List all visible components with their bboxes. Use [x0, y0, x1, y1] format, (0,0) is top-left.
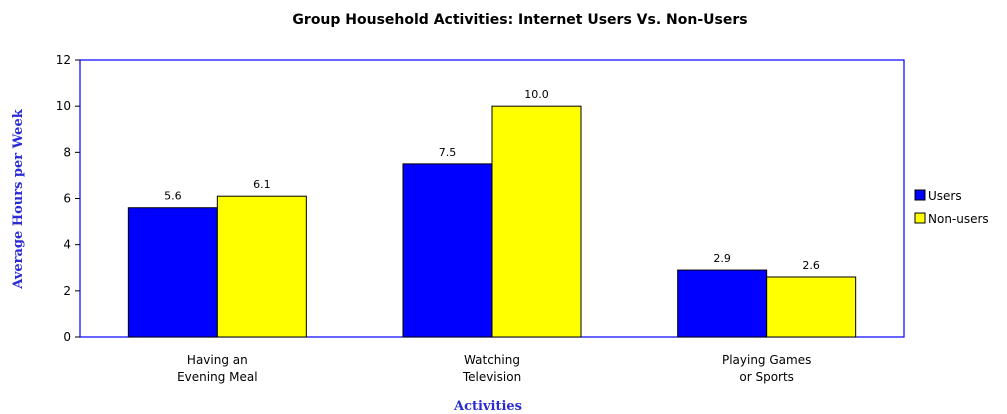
x-axis: Having an Evening Meal Watching Television P…	[177, 353, 811, 384]
x-tick-label: Television	[462, 370, 521, 384]
y-tick-label: 10	[56, 99, 71, 113]
chart-title: Group Household Activities: Internet Use…	[292, 12, 747, 28]
x-tick-label: or Sports	[739, 370, 794, 384]
bar-non-users-1	[491, 105, 582, 338]
y-tick-label: 2	[63, 284, 71, 298]
bar-value-label: 2.9	[713, 252, 731, 265]
x-tick-label: Watching	[464, 353, 520, 367]
bar-value-label: 7.5	[439, 146, 457, 159]
bar-users-2	[677, 269, 768, 338]
x-tick-label: Playing Games	[722, 353, 811, 367]
legend-swatch-users	[914, 189, 926, 201]
bar-users-1	[402, 163, 493, 338]
y-axis: 0 2 4 6 8 10 12	[56, 53, 80, 344]
bar-value-label: 5.6	[164, 190, 182, 203]
y-tick-label: 0	[63, 330, 71, 344]
y-tick-label: 6	[63, 192, 71, 206]
legend-label-non-users: Non-users	[928, 212, 989, 226]
bar-labels: 5.6 6.1 7.5 10.0 2.9 2.6	[164, 88, 820, 272]
y-tick-label: 4	[63, 238, 71, 252]
bar-value-label: 2.6	[802, 259, 820, 272]
bar-value-label: 10.0	[524, 88, 549, 101]
legend: Users Non-users	[914, 189, 989, 226]
bar-non-users-0	[216, 195, 307, 338]
y-tick-label: 8	[63, 145, 71, 159]
bar-value-label: 6.1	[253, 178, 271, 191]
bar-users-0	[127, 207, 218, 338]
x-axis-title: Activities	[453, 399, 522, 414]
legend-label-users: Users	[928, 189, 962, 203]
legend-swatch-non-users	[914, 212, 926, 224]
bar-non-users-2	[766, 276, 857, 338]
y-tick-label: 12	[56, 53, 71, 67]
y-axis-title: Average Hours per Week	[11, 108, 26, 289]
x-tick-label: Evening Meal	[177, 370, 257, 384]
x-tick-label: Having an	[187, 353, 248, 367]
bars	[127, 105, 857, 338]
